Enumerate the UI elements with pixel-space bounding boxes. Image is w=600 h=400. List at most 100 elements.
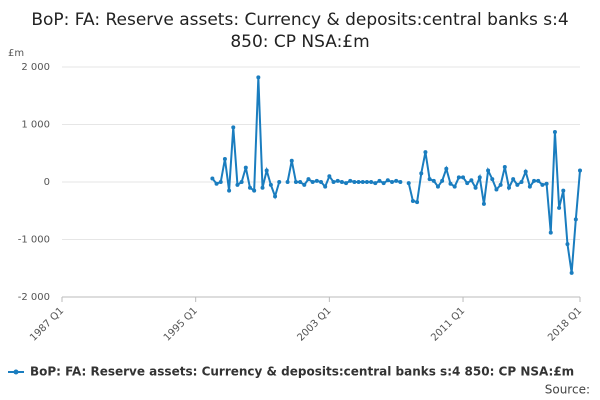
data-point [243, 165, 248, 170]
data-point [427, 177, 432, 182]
data-point [348, 178, 353, 183]
y-tick-label: -2 000 [18, 292, 50, 303]
x-tick-label: 1987 Q1 [28, 305, 66, 343]
data-point [569, 270, 574, 275]
data-point [390, 180, 395, 184]
data-point [273, 194, 278, 199]
chart-title: BoP: FA: Reserve assets: Currency & depo… [31, 10, 568, 52]
data-point [369, 180, 374, 184]
data-point [319, 180, 323, 184]
data-point [247, 185, 252, 190]
data-point [565, 242, 570, 247]
data-point [469, 178, 474, 183]
data-point [502, 165, 507, 170]
data-point [335, 178, 340, 183]
data-point [314, 178, 319, 183]
data-point [435, 184, 440, 189]
legend-label: BoP: FA: Reserve assets: Currency & depo… [30, 365, 574, 379]
data-point [352, 180, 357, 184]
data-point [398, 180, 403, 184]
data-point [394, 178, 399, 183]
x-tick-label: 2003 Q1 [296, 305, 334, 343]
data-point [218, 180, 223, 184]
series-line [211, 77, 581, 273]
data-point [360, 180, 365, 184]
data-point [552, 129, 557, 134]
data-point [578, 168, 582, 173]
data-point [231, 125, 236, 130]
data-point [256, 75, 261, 80]
data-point [448, 181, 453, 186]
data-point [235, 182, 240, 187]
data-point [385, 178, 390, 183]
data-point [331, 180, 336, 184]
data-point [260, 185, 265, 190]
data-point [277, 180, 282, 184]
data-point [373, 181, 378, 186]
data-point [477, 175, 482, 180]
data-point [289, 158, 294, 163]
data-point [548, 230, 553, 235]
data-point [381, 181, 386, 186]
y-tick-label: -1 000 [18, 235, 50, 246]
data-point [465, 181, 470, 186]
data-point [210, 176, 215, 181]
data-point [415, 200, 420, 205]
data-point [544, 181, 549, 186]
x-tick-label: 2018 Q1 [546, 305, 584, 343]
data-point [444, 166, 449, 171]
data-point [473, 185, 478, 190]
y-tick-label: 0 [44, 177, 50, 188]
data-point [285, 180, 290, 184]
x-tick-label: 2011 Q1 [429, 305, 467, 343]
data-point [540, 182, 545, 187]
data-point [252, 188, 257, 193]
legend-marker [13, 369, 19, 375]
data-point [523, 169, 528, 174]
data-point [356, 180, 361, 184]
data-point [339, 180, 344, 184]
data-point [532, 178, 537, 183]
data-point [557, 205, 562, 210]
data-point [293, 180, 298, 184]
data-point [406, 181, 411, 186]
data-point [527, 184, 532, 189]
data-point [486, 168, 491, 173]
data-point [536, 178, 541, 183]
data-point [214, 181, 219, 186]
data-point [327, 174, 332, 179]
data-point [506, 185, 511, 190]
data-point [440, 178, 445, 183]
data-point [461, 175, 466, 180]
data-point [481, 201, 486, 206]
data-point [222, 157, 227, 161]
x-tick-label: 1995 Q1 [162, 305, 200, 343]
y-axis-label: £m [8, 48, 24, 59]
data-point [239, 180, 244, 184]
data-point [419, 171, 424, 176]
source: Source: [545, 383, 590, 397]
data-point [515, 182, 520, 187]
data-point [494, 187, 499, 192]
data-point [511, 177, 516, 182]
data-point [561, 188, 566, 193]
data-point [410, 198, 415, 203]
data-point [268, 182, 273, 187]
data-point [573, 217, 578, 222]
y-tick-label: 2 000 [21, 62, 50, 73]
data-point [490, 177, 495, 182]
data-point [364, 180, 369, 184]
data-point [306, 177, 311, 182]
data-point [344, 181, 349, 186]
data-point [323, 184, 328, 189]
data-point [519, 180, 524, 184]
data-point [431, 178, 436, 183]
data-point [310, 180, 315, 184]
data-point [298, 180, 303, 184]
data-point [456, 175, 461, 180]
data-point [452, 184, 457, 189]
y-tick-label: 1 000 [21, 120, 50, 131]
data-point [498, 182, 503, 187]
data-point [227, 188, 232, 193]
